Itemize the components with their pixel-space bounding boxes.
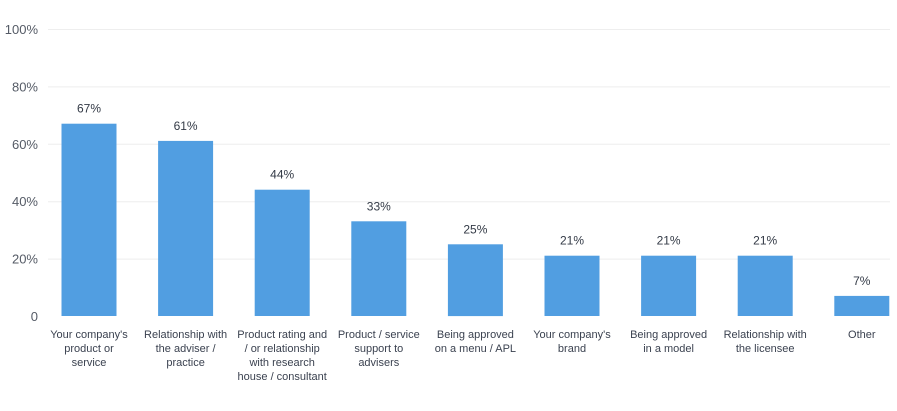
x-tick-label: on a menu / APL (435, 343, 516, 355)
y-tick-label: 60% (12, 137, 38, 152)
y-tick-label: 80% (12, 79, 38, 94)
x-tick-label: Other (848, 329, 876, 341)
bar (834, 295, 890, 316)
bar (254, 189, 310, 316)
data-label: 44% (270, 168, 294, 182)
x-tick-label: / or relationship (245, 343, 320, 355)
data-label: 67% (77, 102, 101, 116)
x-tick-label: house / consultant (238, 371, 327, 383)
x-tick-label: Product / service (338, 329, 420, 341)
bars (61, 123, 890, 317)
x-tick-label: practice (166, 357, 205, 369)
data-label: 25% (463, 222, 487, 236)
data-label: 7% (853, 274, 871, 288)
x-tick-label: advisers (358, 357, 399, 369)
y-tick-label: 100% (5, 22, 39, 37)
x-tick-label: product or (64, 343, 114, 355)
bar (641, 255, 697, 316)
x-tick-label: the licensee (736, 343, 795, 355)
x-tick-label: in a model (643, 343, 694, 355)
bar (158, 140, 214, 316)
x-tick-label: Being approved (437, 329, 514, 341)
bar (351, 221, 407, 316)
x-tick-label: Relationship with (144, 329, 227, 341)
x-tick-label: the adviser / (156, 343, 217, 355)
data-labels: 67% 61% 44% 33% 25% 21% 21% 21% 7% (77, 102, 871, 288)
data-label: 33% (367, 199, 391, 213)
x-tick-label: Relationship with (724, 329, 807, 341)
x-tick-label: Being approved (630, 329, 707, 341)
data-label: 21% (657, 234, 681, 248)
x-tick-label: Your company's (533, 329, 611, 341)
bar (61, 123, 117, 316)
x-tick-label: Your company's (50, 329, 128, 341)
data-label: 21% (560, 234, 584, 248)
bar (544, 255, 600, 316)
y-axis-ticks: 0 20% 40% 60% 80% 100% (5, 22, 39, 324)
x-tick-label: support to (354, 343, 403, 355)
y-tick-label: 0 (31, 309, 38, 324)
data-label: 61% (174, 119, 198, 133)
x-tick-label: Product rating and (237, 329, 327, 341)
x-tick-label: with research (248, 357, 314, 369)
bar (447, 244, 503, 317)
data-label: 21% (753, 234, 777, 248)
y-tick-label: 40% (12, 194, 38, 209)
x-axis-labels: Your company's product or service Relations… (50, 329, 876, 383)
bar (737, 255, 793, 316)
x-tick-label: service (72, 357, 107, 369)
x-tick-label: brand (558, 343, 586, 355)
y-tick-label: 20% (12, 252, 38, 267)
